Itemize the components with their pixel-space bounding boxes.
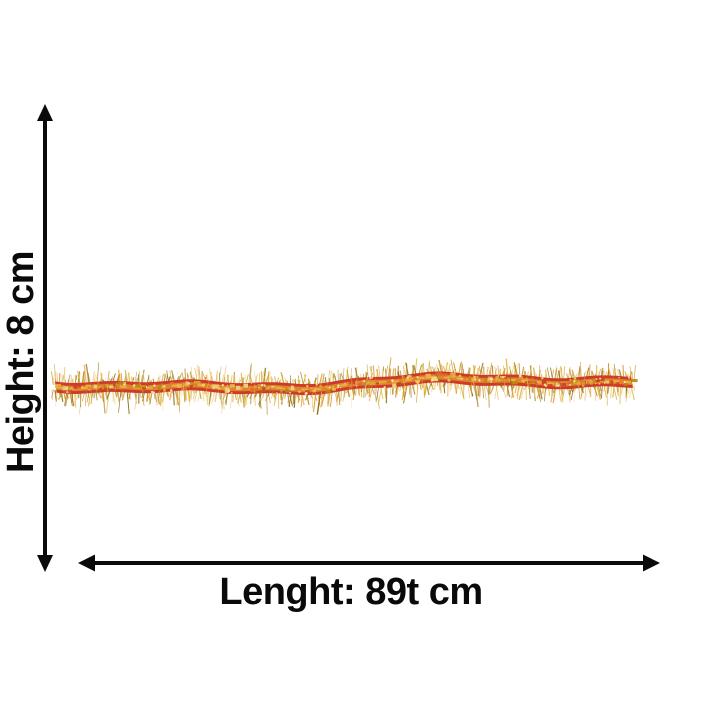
height-arrow-head-top-icon	[37, 104, 53, 121]
height-arrow	[37, 104, 53, 572]
length-arrow	[78, 554, 660, 572]
length-arrow-head-left-icon	[78, 554, 95, 572]
height-dimension-label: Height: 8 cm	[0, 250, 42, 474]
height-arrow-head-bottom-icon	[37, 555, 53, 572]
length-arrow-head-right-icon	[643, 554, 660, 572]
tinsel-garland-image	[50, 357, 638, 415]
length-dimension-label: Lenght: 89t cm	[219, 571, 483, 613]
